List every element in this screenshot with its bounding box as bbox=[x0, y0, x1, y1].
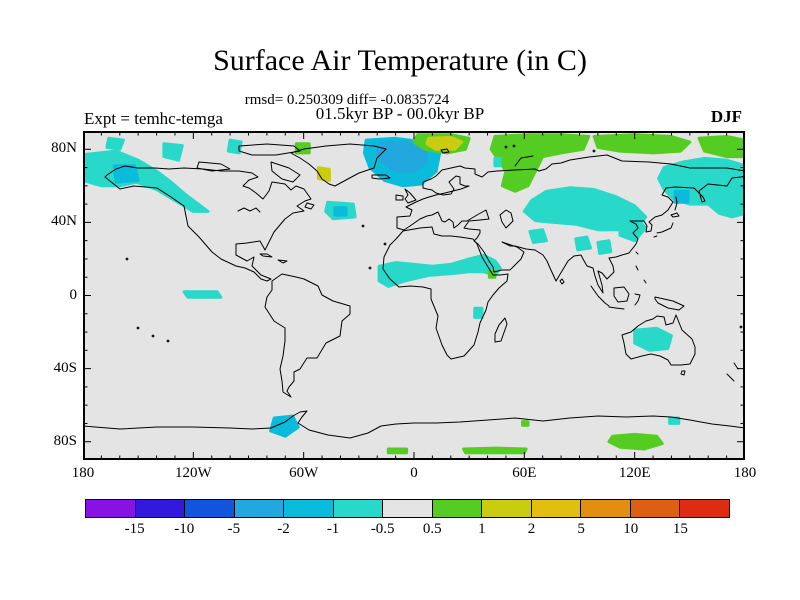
anomaly-region-equatorial-pacific bbox=[182, 290, 223, 299]
anomaly-region-beaufort-speck bbox=[105, 136, 125, 151]
x-axis-label: 0 bbox=[410, 465, 418, 481]
page-title: Surface Air Temperature (in C) bbox=[213, 44, 587, 77]
anomaly-region-banks-speck bbox=[162, 142, 184, 162]
colorbar-segment bbox=[680, 500, 729, 517]
anomaly-region-east-africa-speck bbox=[473, 306, 484, 319]
season-label: DJF bbox=[710, 107, 742, 126]
anomaly-region-antarctic-coast-speck bbox=[668, 416, 681, 425]
colorbar-tick-label: 2 bbox=[527, 521, 536, 537]
anomaly-region-antarctic-peninsula bbox=[269, 414, 300, 438]
anomaly-region-alaska-nw-canada bbox=[83, 149, 210, 213]
experiment-label: Expt = temhc-temga bbox=[84, 109, 223, 128]
y-axis-label: 80N bbox=[51, 140, 77, 157]
anomaly-region-east-antarctica-blob bbox=[607, 432, 664, 451]
x-axis-label: 180 bbox=[71, 465, 95, 481]
colorbar-segment bbox=[482, 500, 531, 517]
colorbar-segment bbox=[383, 500, 432, 517]
colorbar-tick-label: 1 bbox=[478, 521, 486, 537]
anomaly-region-alaska-core bbox=[112, 164, 140, 184]
anomaly-region-central-asia bbox=[522, 186, 648, 232]
anomaly-region-antarctic-streak-1 bbox=[386, 447, 409, 455]
world-map bbox=[83, 131, 745, 460]
colorbar-tick-label: 0.5 bbox=[422, 521, 442, 537]
colorbar-segment bbox=[630, 500, 680, 517]
period-subtitle: 01.5kyr BP - 00.0kyr BP bbox=[315, 104, 485, 123]
anomaly-region-china-speck bbox=[596, 239, 613, 255]
anomaly-patches bbox=[83, 133, 745, 455]
colorbar-segment bbox=[432, 500, 482, 517]
colorbar-segment bbox=[185, 500, 234, 517]
x-axis-label: 180 bbox=[733, 465, 757, 481]
anomaly-region-australia-patch bbox=[633, 326, 673, 352]
colorbar-tick-label: -0.5 bbox=[370, 521, 395, 537]
anomaly-region-barents-speck bbox=[493, 156, 502, 168]
colorbar-segment bbox=[333, 500, 383, 517]
x-axis-label: 120W bbox=[174, 465, 212, 481]
anomaly-region-okhotsk-core bbox=[673, 189, 690, 204]
colorbar-tick-label: 10 bbox=[623, 521, 639, 537]
y-axis-label: 40S bbox=[53, 359, 77, 376]
anomaly-region-pamir-speck bbox=[528, 228, 548, 244]
anomaly-region-sahel-band bbox=[377, 253, 502, 288]
colorbar-segment bbox=[86, 500, 135, 517]
x-axis-label: 120E bbox=[618, 465, 651, 481]
anomaly-region-canadian-arctic-speck bbox=[226, 138, 243, 155]
map-frame bbox=[83, 131, 745, 460]
colorbar-tick-label: -1 bbox=[326, 521, 340, 537]
colorbar-segment bbox=[284, 500, 333, 517]
anomaly-region-antarctic-streak-2 bbox=[462, 446, 528, 455]
x-axis-label: 60E bbox=[512, 465, 537, 481]
colorbar-tick-label: -15 bbox=[124, 521, 145, 537]
anomaly-region-mid-atlantic-core bbox=[333, 206, 348, 217]
colorbar-segments bbox=[85, 499, 730, 518]
anomaly-region-tibet-speck bbox=[574, 235, 592, 252]
colorbar-segment bbox=[234, 500, 284, 517]
anomaly-region-svalbard-spot bbox=[425, 135, 464, 151]
stats-line: rmsd= 0.250309 diff= -0.0835724 bbox=[244, 92, 450, 108]
colorbar-labels: -15 -10 -5 -2 -1 -0.5 0.5 1 2 5 10 15 bbox=[85, 518, 730, 538]
colorbar-tick-label: -2 bbox=[277, 521, 290, 537]
colorbar-segment bbox=[531, 500, 581, 517]
anomaly-region-novaya-zemlya-lobe bbox=[489, 133, 591, 193]
y-axis-label: 80S bbox=[53, 432, 77, 449]
y-axis-label: 0 bbox=[69, 286, 78, 303]
colorbar-tick-label: -5 bbox=[227, 521, 241, 537]
anomaly-region-siberia-band bbox=[592, 133, 692, 155]
map-area: 180 120W 60W 0 60E 120E 180 80N 40N 0 40S 80S bbox=[51, 131, 756, 481]
x-axis-label: 60W bbox=[289, 465, 319, 481]
anomaly-region-yellow-sea bbox=[618, 219, 648, 243]
anomaly-region-antarctic-coast-green-speck bbox=[521, 420, 530, 427]
y-axis-label: 40N bbox=[51, 213, 77, 230]
anomaly-region-chukotka-band bbox=[697, 135, 745, 159]
coastlines bbox=[83, 143, 745, 439]
colorbar-segment bbox=[135, 500, 185, 517]
colorbar-segment bbox=[581, 500, 630, 517]
colorbar-tick-label: -10 bbox=[174, 521, 195, 537]
colorbar-tick-label: 15 bbox=[672, 521, 688, 537]
colorbar-tick-label: 5 bbox=[577, 521, 585, 537]
anomaly-region-greenland-east-spot bbox=[316, 166, 331, 182]
colorbar: -15 -10 -5 -2 -1 -0.5 0.5 1 2 5 10 15 bbox=[85, 499, 730, 538]
